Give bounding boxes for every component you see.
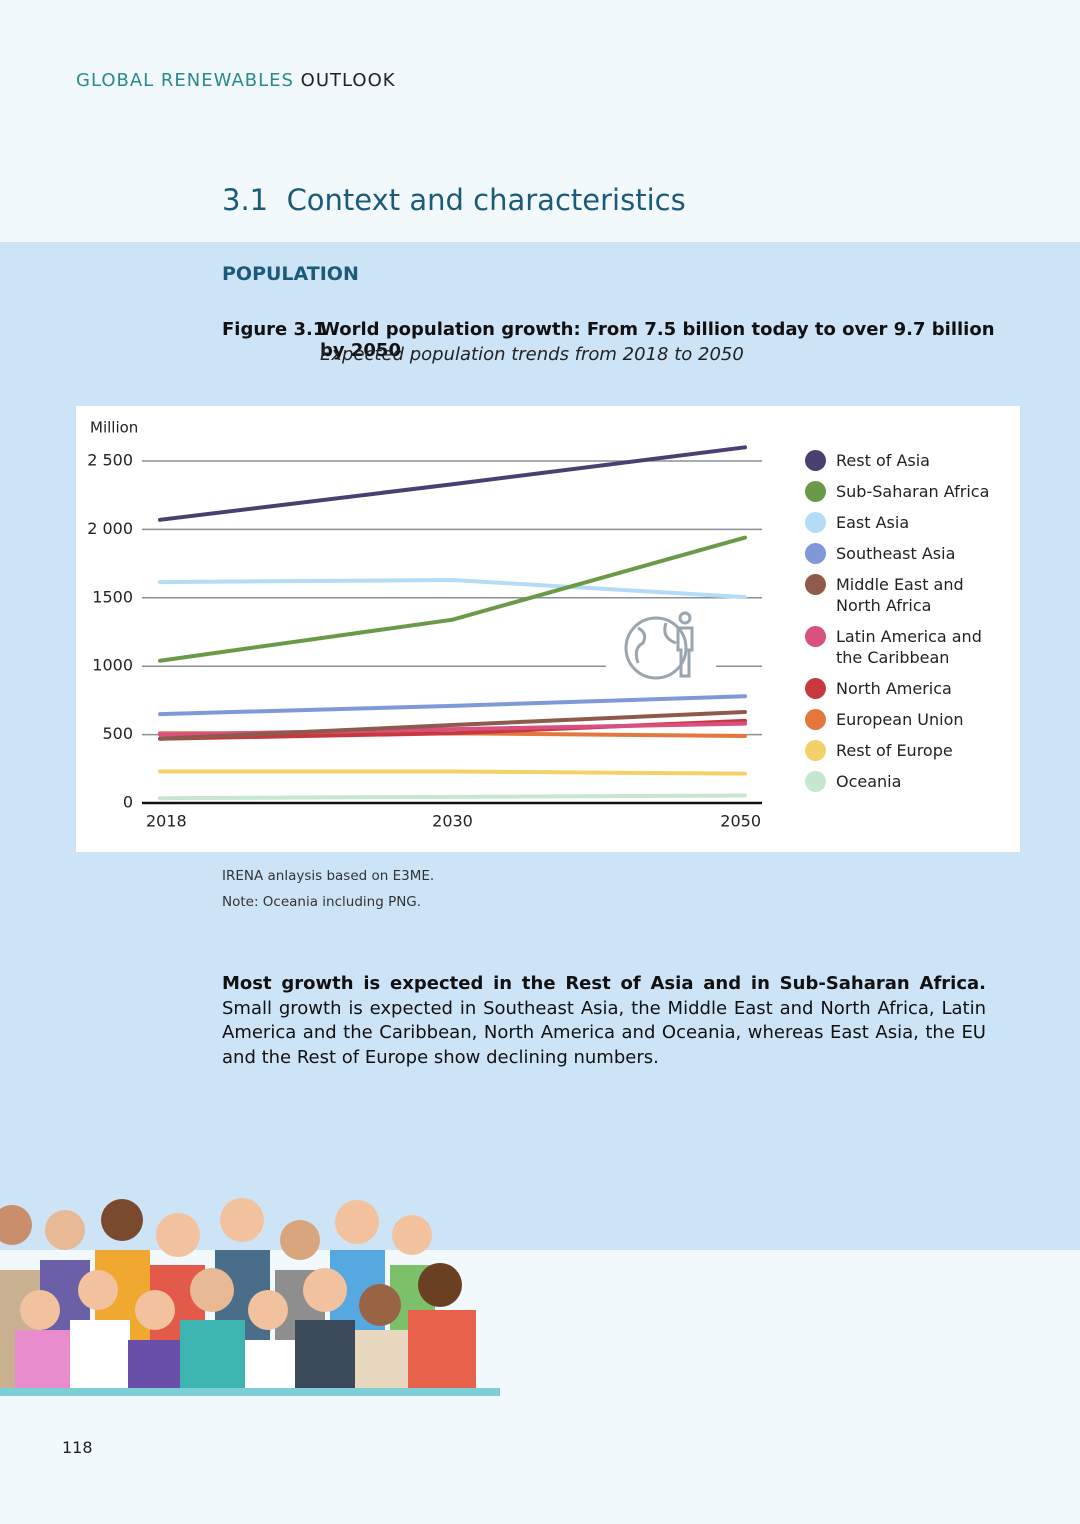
- series-line: [158, 769, 747, 776]
- note: Note: Oceania including PNG.: [222, 894, 422, 910]
- legend-label: Middle East and North Africa: [836, 575, 964, 615]
- legend-swatch: [805, 678, 826, 699]
- legend-label: Rest of Europe: [836, 741, 953, 760]
- legend-item: Sub-Saharan Africa: [805, 481, 1005, 502]
- legend-item: Middle East and North Africa: [805, 574, 1005, 616]
- legend-label: European Union: [836, 710, 964, 729]
- series-line: [158, 578, 747, 600]
- y-tick-label: 500: [102, 724, 133, 743]
- legend-swatch: [805, 771, 826, 792]
- x-tick-label: 2050: [720, 812, 761, 831]
- legend-label: Oceania: [836, 772, 902, 791]
- legend-label: North America: [836, 679, 952, 698]
- figure-subtitle: Expected population trends from 2018 to …: [320, 344, 744, 365]
- y-axis-label: Million: [90, 419, 138, 437]
- series-line: [158, 710, 747, 741]
- legend-item: North America: [805, 678, 1005, 699]
- legend-swatch: [805, 574, 826, 595]
- figure-label: Figure 3.1: [222, 319, 326, 340]
- series-line: [158, 694, 747, 717]
- legend-item: Southeast Asia: [805, 543, 1005, 564]
- legend-swatch: [805, 626, 826, 647]
- note: IRENA anlaysis based on E3ME.: [222, 868, 435, 884]
- legend-swatch: [805, 740, 826, 761]
- figure-title: World population growth: From 7.5 billio…: [320, 319, 995, 361]
- globe-icon: [606, 611, 716, 680]
- legend-swatch: [805, 481, 826, 502]
- people-illustration: [0, 1198, 500, 1396]
- legend-swatch: [805, 512, 826, 533]
- y-tick-label: 2 500: [87, 451, 133, 470]
- legend-label: Latin America and the Caribbean: [836, 627, 982, 667]
- paragraph-text: Small growth is expected in Southeast As…: [222, 997, 986, 1068]
- series-line: [158, 793, 747, 801]
- chart: Million 0 500 1000 1500 2 000 2 500 2018 2030 20…: [87, 419, 762, 831]
- page-number: 118: [62, 1438, 93, 1457]
- y-tick-label: 1000: [92, 656, 133, 675]
- series-line: [158, 535, 747, 663]
- paragraph: Most growth is expected in the Rest of A…: [222, 972, 986, 1070]
- legend-label: Southeast Asia: [836, 544, 956, 563]
- header-part2: OUTLOOK: [300, 70, 396, 91]
- section-heading: 3.1 Context and characteristics: [222, 183, 686, 217]
- y-tick-label: 2 000: [87, 519, 133, 538]
- legend: Rest of Asia Sub-Saharan Africa East Asia S…: [805, 450, 1005, 802]
- legend-label: East Asia: [836, 513, 910, 532]
- paragraph-bold: Most growth is expected in the Rest of A…: [222, 973, 986, 994]
- header-part1: GLOBAL RENEWABLES: [76, 70, 294, 91]
- running-header: GLOBAL RENEWABLES OUTLOOK: [76, 70, 396, 91]
- legend-swatch: [805, 709, 826, 730]
- section-number: 3.1: [222, 183, 269, 217]
- chart-panel: Million 0 500 1000 1500 2 000 2 500 2018 2030 20…: [76, 406, 1020, 852]
- legend-item: Rest of Europe: [805, 740, 1005, 761]
- legend-label: Rest of Asia: [836, 451, 930, 470]
- legend-label: Sub-Saharan Africa: [836, 482, 990, 501]
- legend-item: Oceania: [805, 771, 1005, 792]
- legend-item: East Asia: [805, 512, 1005, 533]
- legend-item: European Union: [805, 709, 1005, 730]
- section-title: Context and characteristics: [286, 183, 686, 217]
- x-tick-label: 2018: [146, 812, 187, 831]
- legend-item: Latin America and the Caribbean: [805, 626, 1005, 668]
- legend-swatch: [805, 450, 826, 471]
- x-tick-label: 2030: [432, 812, 473, 831]
- legend-item: Rest of Asia: [805, 450, 1005, 471]
- series-line: [158, 445, 747, 522]
- y-tick-label: 1500: [92, 587, 133, 606]
- y-tick-label: 0: [123, 793, 133, 812]
- legend-swatch: [805, 543, 826, 564]
- subsection: POPULATION: [222, 263, 359, 285]
